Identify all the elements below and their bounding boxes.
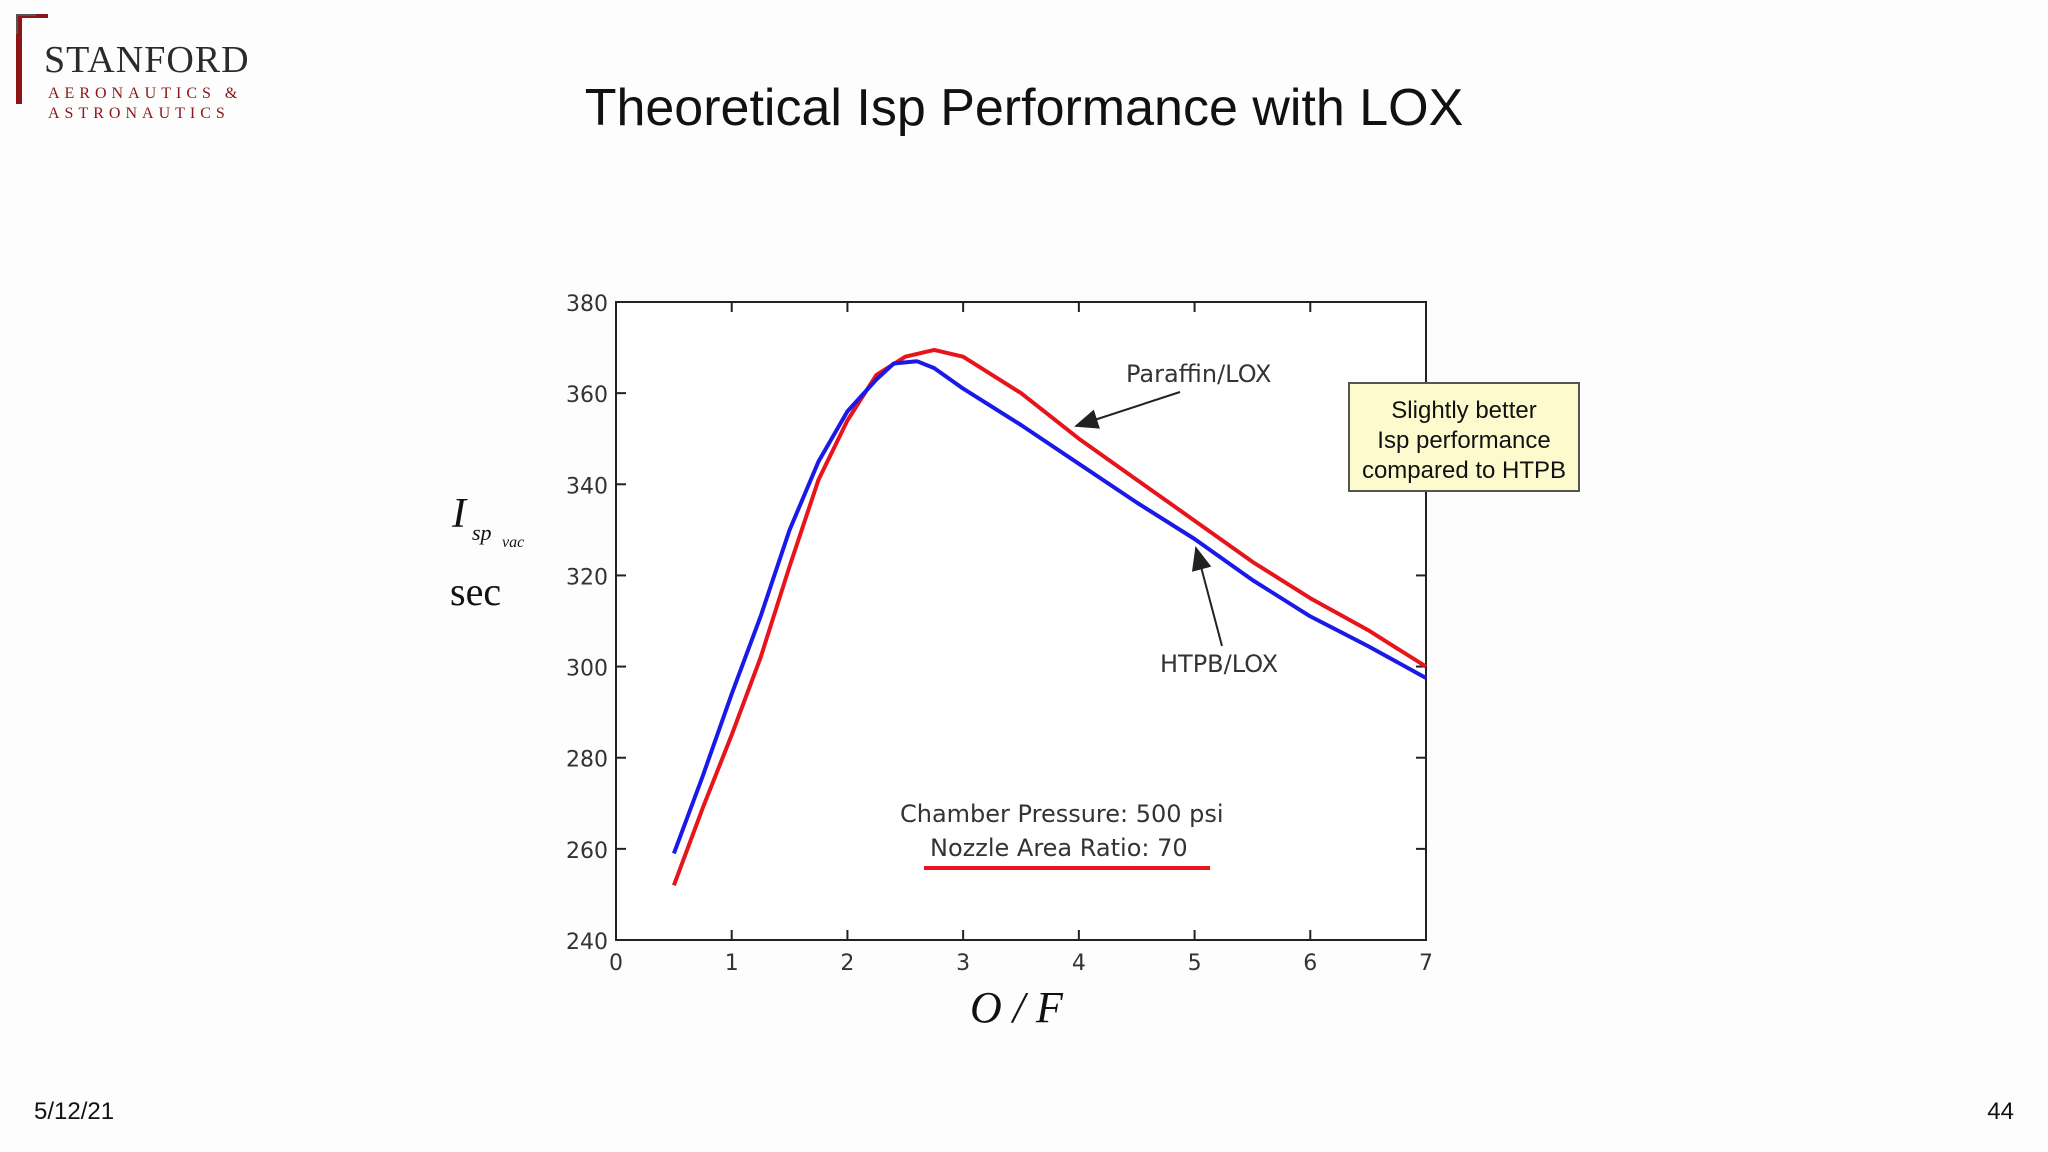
logo-name: STANFORD <box>44 39 250 81</box>
y-tick-label: 340 <box>566 474 608 499</box>
x-tick-label: 2 <box>840 951 854 976</box>
logo-bracket-icon <box>16 14 48 104</box>
slide-title-text: Theoretical Isp Performance with LOX <box>584 79 1464 137</box>
annotation-group: Paraffin/LOX HTPB/LOX Chamber Pressure: … <box>900 360 1278 870</box>
callout-box: Slightly better Isp performance compared… <box>1348 382 1580 492</box>
footer-date: 5/12/21 <box>34 1098 115 1125</box>
y-tick-label: 280 <box>566 748 608 773</box>
x-tick-label: 5 <box>1188 951 1202 976</box>
paraffin-arrow <box>1074 391 1181 429</box>
logo-dept-line1: AERONAUTICS & <box>48 85 243 102</box>
chamber-pressure-label: Chamber Pressure: 500 psi <box>900 800 1224 828</box>
y-tick-label: 360 <box>566 383 608 408</box>
x-tick-label: 7 <box>1419 951 1433 976</box>
x-tick-label: 0 <box>609 951 623 976</box>
htpb-label: HTPB/LOX <box>1160 650 1278 678</box>
y-tick-label: 240 <box>566 930 608 955</box>
page-number: 44 <box>1987 1098 2014 1125</box>
plot-frame <box>615 301 1427 941</box>
y-axis-subscript: sp <box>472 520 492 545</box>
x-axis: 0 1 2 3 4 5 6 7 <box>609 302 1433 976</box>
y-tick-label: 380 <box>566 292 608 317</box>
x-tick-label: 3 <box>956 951 970 976</box>
y-axis-subsubscript: vac <box>502 534 525 551</box>
htpb-arrow <box>1191 546 1223 647</box>
logo-dept-line2: ASTRONAUTICS <box>48 105 230 122</box>
x-tick-label: 4 <box>1072 951 1086 976</box>
series-line-htpb-lox <box>672 359 1427 855</box>
series-line-paraffin-lox <box>672 347 1428 886</box>
y-axis-unit: sec <box>450 569 502 614</box>
series-group <box>672 347 1428 886</box>
paraffin-label: Paraffin/LOX <box>1126 360 1272 388</box>
y-tick-label: 260 <box>566 839 608 864</box>
x-tick-label: 6 <box>1303 951 1317 976</box>
y-tick-label: 320 <box>566 565 608 590</box>
callout-line3: compared to HTPB <box>1361 457 1567 484</box>
x-tick-label: 1 <box>725 951 739 976</box>
y-tick-label: 300 <box>566 657 608 682</box>
slide-title: Theoretical Isp Performance with LOX <box>0 78 2048 138</box>
callout-line2: Isp performance <box>1377 427 1551 454</box>
nozzle-area-ratio-label: Nozzle Area Ratio: 70 <box>930 834 1188 862</box>
callout-line1: Slightly better <box>1391 397 1537 424</box>
y-axis: 240 260 280 300 320 340 360 380 <box>566 292 1426 955</box>
y-axis-symbol: I <box>452 491 466 537</box>
x-axis-label: O / F <box>970 983 1063 1032</box>
stanford-logo: STANFORD AERONAUTICS & ASTRONAUTICS <box>12 12 252 122</box>
